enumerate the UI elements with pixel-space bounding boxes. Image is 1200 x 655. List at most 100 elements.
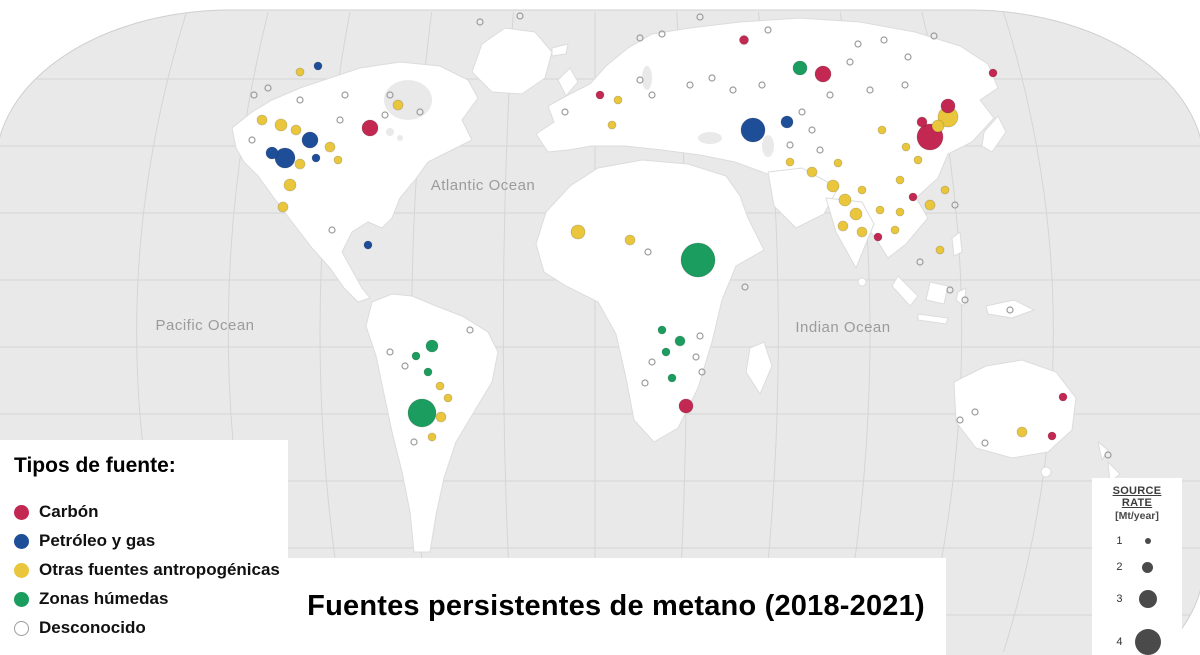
landmass-new-guinea: [985, 299, 1036, 319]
landmass-sumatra: [891, 275, 919, 307]
source-rate-unit: [Mt/year]: [1115, 510, 1159, 522]
source-point-anthro: [913, 155, 923, 165]
landmass-philippines: [951, 231, 963, 257]
source-point-unknown: [904, 53, 912, 61]
legend-item-label: Zonas húmedas: [39, 589, 169, 608]
source-point-unknown: [696, 332, 704, 340]
size-circle-icon: [1134, 629, 1161, 655]
oil-gas-dot-icon: [14, 533, 29, 549]
source-point-unknown: [1104, 451, 1112, 459]
source-point-anthro: [856, 226, 868, 238]
source-point-unknown: [866, 86, 874, 94]
source-point-anthro: [877, 125, 887, 135]
landmass-sulawesi: [955, 287, 967, 307]
continents: [231, 17, 1121, 553]
source-point-unknown: [901, 81, 909, 89]
source-point-anthro: [277, 201, 289, 213]
source-point-unknown: [729, 86, 737, 94]
other-anthropogenic-dot-icon: [14, 562, 29, 578]
source-point-unknown: [401, 362, 409, 370]
coal-dot-icon: [14, 504, 29, 520]
source-point-wetland: [425, 339, 439, 353]
source-point-unknown: [961, 296, 969, 304]
source-point-unknown: [336, 116, 344, 124]
source-point-unknown: [561, 108, 569, 116]
source-point-unknown: [764, 26, 772, 34]
size-row-3: 3: [1111, 581, 1164, 617]
source-point-anthro: [931, 119, 945, 133]
source-point-oil: [363, 240, 373, 250]
source-point-anthro: [895, 175, 905, 185]
source-point-anthro: [324, 141, 336, 153]
source-point-unknown: [476, 18, 484, 26]
source-point-unknown: [930, 32, 938, 40]
source-point-coal: [361, 119, 379, 137]
source-point-coal: [595, 90, 605, 100]
size-circle-icon: [1142, 561, 1153, 573]
source-point-coal: [988, 68, 998, 78]
hudson-bay: [384, 80, 432, 120]
source-point-anthro: [940, 185, 950, 195]
source-point-unknown: [636, 34, 644, 42]
size-row-1: 1: [1111, 529, 1164, 553]
map-title: Fuentes persistentes de metano (2018-202…: [307, 590, 925, 622]
source-point-anthro: [295, 67, 305, 77]
source-point-anthro: [427, 432, 437, 442]
size-value: 2: [1116, 561, 1123, 573]
legend-items: Carbón Petróleo y gas Otras fuentes antr…: [14, 502, 288, 638]
source-point-wetland: [423, 367, 433, 377]
source-point-anthro: [890, 225, 900, 235]
source-rate-legend: SOURCE RATE [Mt/year] 1 2 3 4: [1092, 478, 1182, 655]
source-point-unknown: [516, 12, 524, 20]
source-point-unknown: [946, 286, 954, 294]
source-point-wetland: [661, 347, 671, 357]
source-point-unknown: [296, 96, 304, 104]
source-point-unknown: [381, 111, 389, 119]
source-point-coal: [916, 116, 928, 128]
source-point-unknown: [641, 379, 649, 387]
baltic-sea: [642, 66, 652, 90]
source-point-unknown: [386, 348, 394, 356]
source-point-unknown: [956, 416, 964, 424]
source-point-unknown: [328, 226, 336, 234]
source-point-coal: [814, 65, 832, 83]
source-point-coal: [873, 232, 883, 242]
landmass-madagascar: [745, 341, 773, 396]
source-point-anthro: [935, 245, 945, 255]
source-point-wetland: [680, 242, 716, 278]
caspian-sea: [762, 135, 774, 157]
wetlands-dot-icon: [14, 591, 29, 607]
size-row-2: 2: [1111, 553, 1164, 581]
svg-text:Indian Ocean: Indian Ocean: [795, 319, 890, 336]
source-point-anthro: [857, 185, 867, 195]
landmass-arabia: [767, 167, 839, 229]
legend-item-label: Petróleo y gas: [39, 531, 156, 550]
legend-item-other-anthropogenic: Otras fuentes antropogénicas: [14, 560, 288, 580]
source-point-oil: [740, 117, 766, 143]
source-point-unknown: [248, 136, 256, 144]
source-point-wetland: [411, 351, 421, 361]
source-point-coal: [678, 398, 694, 414]
source-point-oil: [265, 146, 279, 160]
size-value: 4: [1116, 636, 1123, 648]
source-point-anthro: [895, 207, 905, 217]
source-point-unknown: [786, 141, 794, 149]
source-point-unknown: [846, 58, 854, 66]
source-point-anthro: [826, 179, 840, 193]
source-point-unknown: [798, 108, 806, 116]
legend-item-coal: Carbón: [14, 502, 288, 522]
size-value: 3: [1116, 593, 1123, 605]
source-point-anthro: [290, 124, 302, 136]
ocean-labels: Atlantic Ocean Pacific Ocean Indian Ocean: [155, 177, 890, 336]
source-point-unknown: [264, 84, 272, 92]
source-point-coal: [1058, 392, 1068, 402]
source-point-unknown: [854, 40, 862, 48]
source-point-unknown: [1006, 306, 1014, 314]
source-point-unknown: [808, 126, 816, 134]
source-point-anthro: [607, 120, 617, 130]
legend-item-label: Desconocido: [39, 618, 146, 637]
landmass-japan: [981, 115, 1007, 153]
source-point-unknown: [951, 201, 959, 209]
source-point-wetland: [674, 335, 686, 347]
source-point-anthro: [785, 157, 795, 167]
